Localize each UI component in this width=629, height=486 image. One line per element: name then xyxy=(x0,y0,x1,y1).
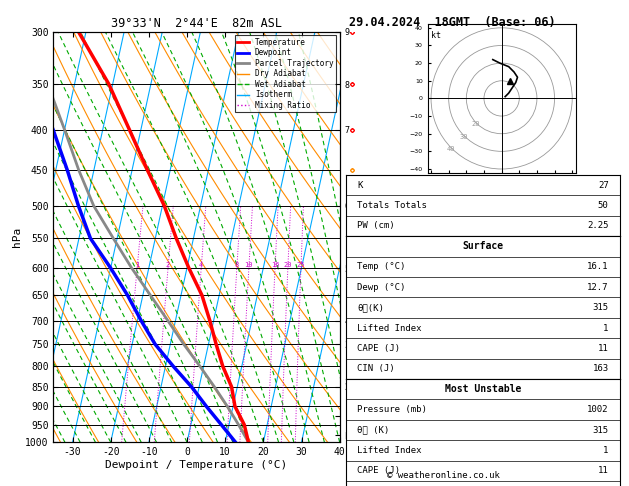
Text: 4: 4 xyxy=(199,262,203,268)
Text: θᴇ (K): θᴇ (K) xyxy=(357,426,389,434)
Text: CAPE (J): CAPE (J) xyxy=(357,344,400,353)
Text: 40: 40 xyxy=(447,146,455,152)
Text: 1: 1 xyxy=(603,324,609,332)
Text: K: K xyxy=(357,181,362,190)
Text: 25: 25 xyxy=(297,262,305,268)
X-axis label: Dewpoint / Temperature (°C): Dewpoint / Temperature (°C) xyxy=(106,460,287,470)
Text: Pressure (mb): Pressure (mb) xyxy=(357,405,426,414)
Text: 10: 10 xyxy=(245,262,253,268)
Text: 1002: 1002 xyxy=(587,405,609,414)
Text: kt: kt xyxy=(431,32,441,40)
Text: 12.7: 12.7 xyxy=(587,283,609,292)
Text: 315: 315 xyxy=(593,426,609,434)
Text: Temp (°C): Temp (°C) xyxy=(357,262,405,271)
Title: 39°33'N  2°44'E  82m ASL: 39°33'N 2°44'E 82m ASL xyxy=(111,17,282,31)
Text: 1: 1 xyxy=(603,446,609,455)
Text: 2.25: 2.25 xyxy=(587,222,609,230)
Text: 2: 2 xyxy=(166,262,170,268)
Y-axis label: hPa: hPa xyxy=(13,227,22,247)
Text: 11: 11 xyxy=(598,344,609,353)
Text: PW (cm): PW (cm) xyxy=(357,222,394,230)
Text: CAPE (J): CAPE (J) xyxy=(357,467,400,475)
Text: Surface: Surface xyxy=(462,242,503,251)
Text: 1: 1 xyxy=(135,262,139,268)
Text: 20: 20 xyxy=(284,262,292,268)
Text: 50: 50 xyxy=(598,201,609,210)
Text: 29.04.2024  18GMT  (Base: 06): 29.04.2024 18GMT (Base: 06) xyxy=(349,16,555,29)
Text: © weatheronline.co.uk: © weatheronline.co.uk xyxy=(387,471,499,480)
Text: Most Unstable: Most Unstable xyxy=(445,384,521,394)
Text: 16: 16 xyxy=(271,262,279,268)
Text: Lifted Index: Lifted Index xyxy=(357,446,421,455)
Text: 30: 30 xyxy=(459,134,468,139)
Text: CIN (J): CIN (J) xyxy=(357,364,394,373)
Text: θᴇ(K): θᴇ(K) xyxy=(357,303,384,312)
Text: 315: 315 xyxy=(593,303,609,312)
Text: 163: 163 xyxy=(593,364,609,373)
Text: Dewp (°C): Dewp (°C) xyxy=(357,283,405,292)
Text: Lifted Index: Lifted Index xyxy=(357,324,421,332)
Text: 11: 11 xyxy=(598,467,609,475)
Text: 16.1: 16.1 xyxy=(587,262,609,271)
Text: 27: 27 xyxy=(598,181,609,190)
Text: Totals Totals: Totals Totals xyxy=(357,201,426,210)
Y-axis label: km
ASL: km ASL xyxy=(362,228,384,246)
Text: 20: 20 xyxy=(472,121,481,127)
Text: 8: 8 xyxy=(235,262,239,268)
Legend: Temperature, Dewpoint, Parcel Trajectory, Dry Adiabat, Wet Adiabat, Isotherm, Mi: Temperature, Dewpoint, Parcel Trajectory… xyxy=(235,35,336,112)
